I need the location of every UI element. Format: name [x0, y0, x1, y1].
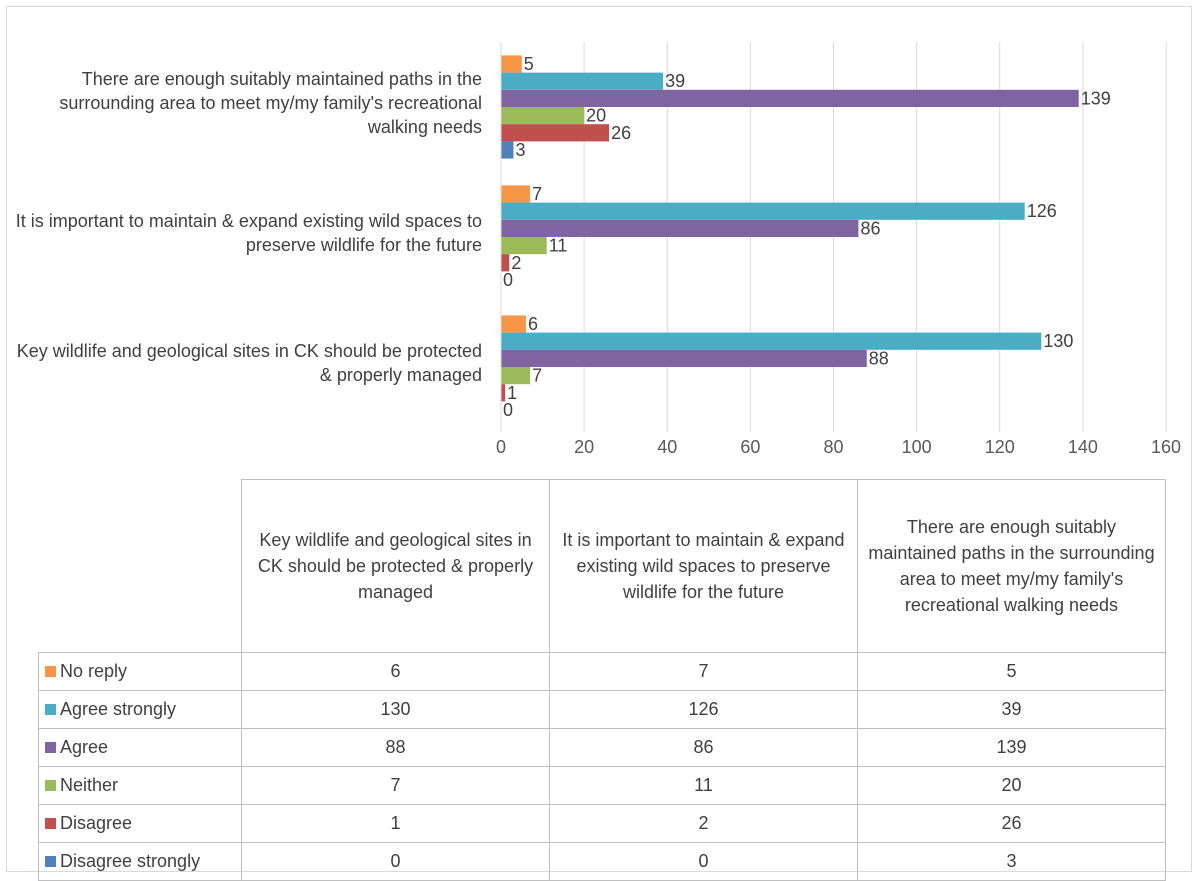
table-header-cell: Key wildlife and geological sites in CK …: [241, 479, 550, 653]
legend-label: Disagree strongly: [60, 851, 201, 871]
table-cell: 5: [857, 652, 1166, 691]
table-cell: 7: [241, 766, 550, 805]
bar: [501, 141, 514, 159]
legend-key: [45, 666, 56, 677]
bar-data-label: 0: [503, 270, 513, 290]
bar-data-label: 11: [549, 236, 568, 256]
bar-data-label: 88: [869, 348, 889, 368]
bar: [501, 219, 859, 237]
legend-entry: Disagree: [38, 804, 242, 843]
legend-key: [45, 742, 56, 753]
table-cell: 0: [241, 842, 550, 881]
bar: [501, 107, 585, 125]
x-tick-label: 120: [985, 437, 1015, 457]
bar-data-label: 1: [507, 383, 517, 403]
legend-label: Agree: [60, 737, 109, 757]
data-table: Key wildlife and geological sites in CK …: [38, 479, 1166, 881]
bar: [501, 55, 522, 73]
legend-key: [45, 856, 56, 867]
legend-key: [45, 780, 56, 791]
bar-data-label: 86: [860, 218, 880, 238]
legend-key: [45, 818, 56, 829]
legend-entry: Neither: [38, 766, 242, 805]
bar-data-label: 6: [528, 314, 538, 334]
legend-entry: No reply: [38, 652, 242, 691]
table-cell: 20: [857, 766, 1166, 805]
legend-label: Agree strongly: [60, 699, 177, 719]
table-row: No reply 6 7 5: [38, 652, 1166, 691]
x-tick-label: 20: [574, 437, 594, 457]
x-tick-label: 100: [902, 437, 932, 457]
table-cell: 86: [549, 728, 858, 767]
table-header-cell: There are enough suitably maintained pat…: [857, 479, 1166, 653]
table-row: Agree 88 86 139: [38, 728, 1166, 767]
table-row: Disagree 1 2 26: [38, 804, 1166, 843]
x-tick-label: 80: [823, 437, 843, 457]
table-cell: 3: [857, 842, 1166, 881]
legend-key: [45, 704, 56, 715]
bar-data-label: 7: [532, 366, 542, 386]
bar-data-label: 0: [503, 400, 513, 420]
x-tick-label: 60: [740, 437, 760, 457]
legend-label: Neither: [60, 775, 119, 795]
table-cell: 7: [549, 652, 858, 691]
table-header-cell: It is important to maintain & expand exi…: [549, 479, 858, 653]
table-cell: 88: [241, 728, 550, 767]
bar-data-label: 130: [1043, 331, 1073, 351]
bar-data-label: 20: [586, 106, 606, 126]
legend-label: No reply: [60, 661, 128, 681]
bar: [501, 202, 1025, 220]
bar: [501, 124, 610, 142]
category-label: There are enough suitably maintained pat…: [59, 69, 482, 137]
category-label: It is important to maintain & expand exi…: [15, 211, 482, 255]
bar: [501, 332, 1042, 350]
legend-entry: Agree: [38, 728, 242, 767]
table-header-row: Key wildlife and geological sites in CK …: [38, 479, 1166, 653]
bar-data-label: 126: [1027, 201, 1057, 221]
bar: [501, 315, 526, 333]
x-tick-label: 40: [657, 437, 677, 457]
legend-entry: Agree strongly: [38, 690, 242, 729]
x-tick-label: 0: [496, 437, 506, 457]
bar: [501, 349, 867, 367]
bar: [501, 384, 506, 402]
bar-data-label: 39: [665, 71, 685, 91]
table-cell: 6: [241, 652, 550, 691]
table-cell: 1: [241, 804, 550, 843]
bar-data-label: 5: [524, 54, 534, 74]
bar: [501, 254, 510, 272]
table-cell: 130: [241, 690, 550, 729]
table-corner-cell: [38, 479, 242, 653]
legend-entry: Disagree strongly: [38, 842, 242, 881]
table-row: Neither 7 11 20: [38, 766, 1166, 805]
bar-data-label: 3: [515, 140, 525, 160]
bar-data-label: 26: [611, 123, 631, 143]
table-cell: 39: [857, 690, 1166, 729]
bar-data-label: 7: [532, 184, 542, 204]
table-row: Disagree strongly 0 0 3: [38, 842, 1166, 881]
bar: [501, 367, 531, 385]
category-label: Key wildlife and geological sites in CK …: [16, 341, 482, 385]
table-cell: 11: [549, 766, 858, 805]
table-cell: 0: [549, 842, 858, 881]
bar: [501, 237, 547, 255]
bar: [501, 72, 664, 90]
bar-data-label: 139: [1081, 88, 1111, 108]
bar: [501, 185, 531, 203]
table-cell: 139: [857, 728, 1166, 767]
table-cell: 26: [857, 804, 1166, 843]
table-cell: 126: [549, 690, 858, 729]
bar: [501, 89, 1079, 107]
legend-label: Disagree: [60, 813, 133, 833]
x-tick-label: 160: [1151, 437, 1181, 457]
x-tick-label: 140: [1068, 437, 1098, 457]
table-row: Agree strongly 130 126 39: [38, 690, 1166, 729]
bar-data-label: 2: [511, 253, 521, 273]
table-cell: 2: [549, 804, 858, 843]
